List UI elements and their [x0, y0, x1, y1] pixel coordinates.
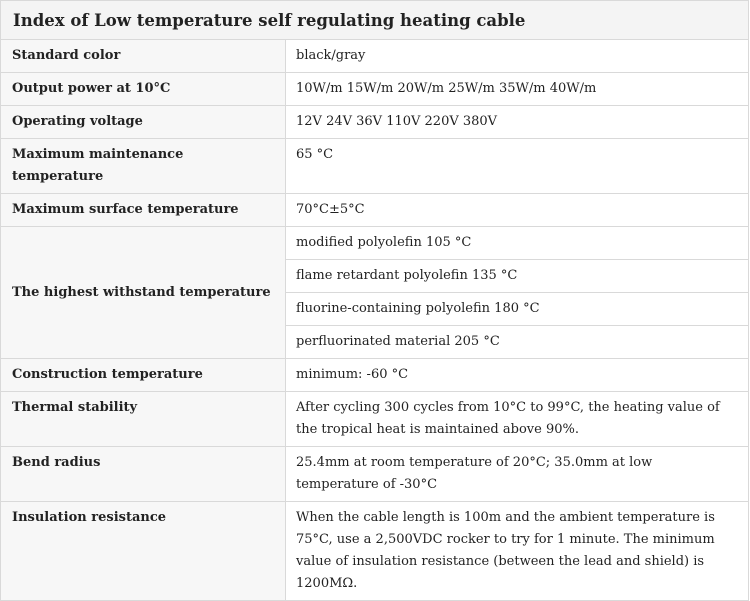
table-row: Maximum surface temperature 70°C±5°C: [1, 193, 748, 227]
row-label: Output power at 10°C: [1, 72, 286, 106]
row-label: Operating voltage: [1, 105, 286, 139]
table-row: Bend radius 25.4mm at room temperature o…: [1, 446, 748, 502]
row-label: Insulation resistance: [1, 501, 286, 600]
row-value: black/gray: [296, 48, 366, 63]
row-label: The highest withstand temperature: [1, 226, 286, 359]
table-row: Construction temperature minimum: -60 °C: [1, 358, 748, 392]
row-value: When the cable length is 100m and the am…: [285, 501, 748, 600]
table-row: Operating voltage 12V 24V 36V 110V 220V …: [1, 105, 748, 139]
row-label: Thermal stability: [1, 391, 286, 447]
table-row: Thermal stability After cycling 300 cycl…: [1, 391, 748, 447]
row-value: minimum: -60 °C: [285, 358, 748, 392]
row-value-list: modified polyolefin 105 °C flame retarda…: [285, 226, 748, 359]
row-value: 12V 24V 36V 110V 220V 380V: [285, 105, 748, 139]
spec-table: Standard color black/gray Output power a…: [1, 40, 748, 600]
row-label: Construction temperature: [1, 358, 286, 392]
table-row: Standard color black/gray: [1, 40, 748, 73]
table-row: Insulation resistance When the cable len…: [1, 501, 748, 600]
table-title: Index of Low temperature self regulating…: [1, 0, 748, 40]
table-row: The highest withstand temperature modifi…: [1, 226, 748, 359]
row-value: 25.4mm at room temperature of 20°C; 35.0…: [285, 446, 748, 502]
row-label: Bend radius: [1, 446, 286, 502]
row-value: 70°C±5°C: [285, 193, 748, 227]
row-label: Maximum maintenance temperature: [1, 138, 286, 194]
row-value: 65 °C: [285, 138, 748, 194]
row-label: Maximum surface temperature: [1, 193, 286, 227]
row-sub-value: flame retardant polyolefin 135 °C: [286, 259, 748, 292]
row-sub-value: perfluorinated material 205 °C: [286, 325, 748, 358]
row-value: 10W/m 15W/m 20W/m 25W/m 35W/m 40W/m: [285, 72, 748, 106]
row-label: Standard color: [1, 40, 286, 73]
table-row: Maximum maintenance temperature 65 °C: [1, 138, 748, 194]
table-row: Output power at 10°C 10W/m 15W/m 20W/m 2…: [1, 72, 748, 106]
row-value: After cycling 300 cycles from 10°C to 99…: [285, 391, 748, 447]
row-sub-value: fluorine-containing polyolefin 180 °C: [286, 292, 748, 325]
row-sub-value: modified polyolefin 105 °C: [296, 235, 472, 250]
